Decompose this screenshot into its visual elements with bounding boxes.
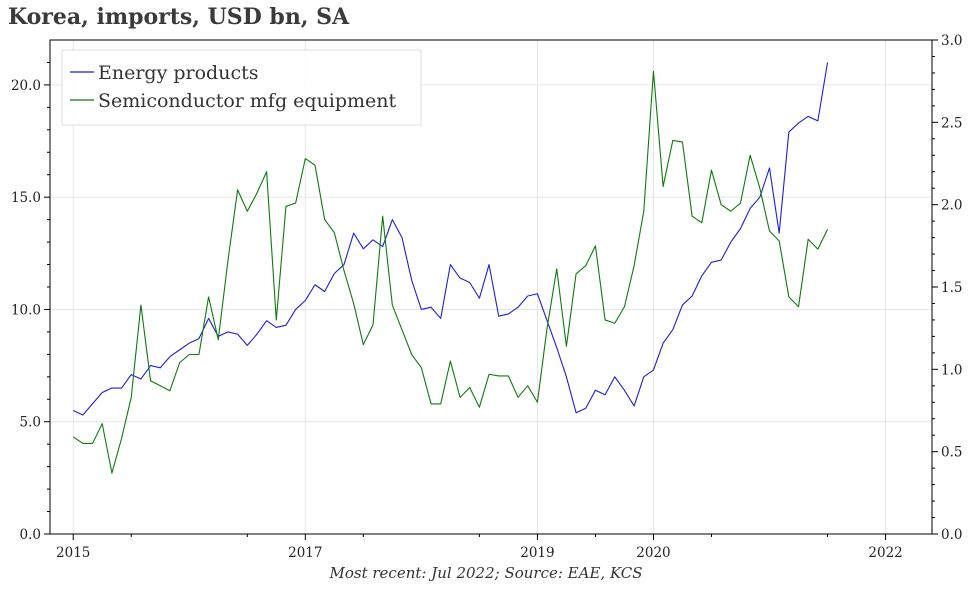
series-line-energy bbox=[72, 62, 829, 416]
right-y-tick-label: 2.0 bbox=[941, 198, 962, 214]
legend-label-energy: Energy products bbox=[98, 62, 258, 84]
series-lines bbox=[72, 62, 829, 474]
left-y-tick-label: 0.0 bbox=[20, 527, 41, 543]
legend-box bbox=[61, 49, 422, 126]
right-y-tick-label: 0.0 bbox=[941, 527, 962, 543]
x-tick-label: 2017 bbox=[288, 545, 322, 561]
series-line-semiconductor bbox=[72, 70, 829, 474]
footnote: Most recent: Jul 2022; Source: EAE, KCS bbox=[329, 564, 643, 582]
right-y-tick-label: 0.5 bbox=[941, 445, 962, 461]
legend: Energy products Semiconductor mfg equipm… bbox=[61, 49, 422, 126]
right-y-tick-label: 1.0 bbox=[941, 362, 962, 378]
right-y-tick-label: 2.5 bbox=[941, 115, 962, 131]
left-y-tick-label: 5.0 bbox=[20, 415, 41, 431]
x-tick-label: 2019 bbox=[520, 545, 554, 561]
left-y-tick-label: 15.0 bbox=[11, 190, 41, 206]
left-y-tick-label: 10.0 bbox=[11, 302, 41, 318]
x-tick-label: 2020 bbox=[636, 545, 670, 561]
x-tick-label: 2022 bbox=[868, 545, 902, 561]
left-y-tick-label: 20.0 bbox=[11, 78, 41, 94]
chart-title: Korea, imports, USD bn, SA bbox=[8, 4, 350, 30]
legend-label-semiconductor: Semiconductor mfg equipment bbox=[98, 90, 397, 112]
right-y-tick-label: 1.5 bbox=[941, 280, 962, 296]
axis-ticks: 2015 2017 2019 2020 2022 0.0 5.0 10.0 15.0 20.0 0.… bbox=[11, 33, 963, 561]
x-tick-label: 2015 bbox=[56, 545, 90, 561]
right-y-tick-label: 3.0 bbox=[941, 33, 962, 49]
